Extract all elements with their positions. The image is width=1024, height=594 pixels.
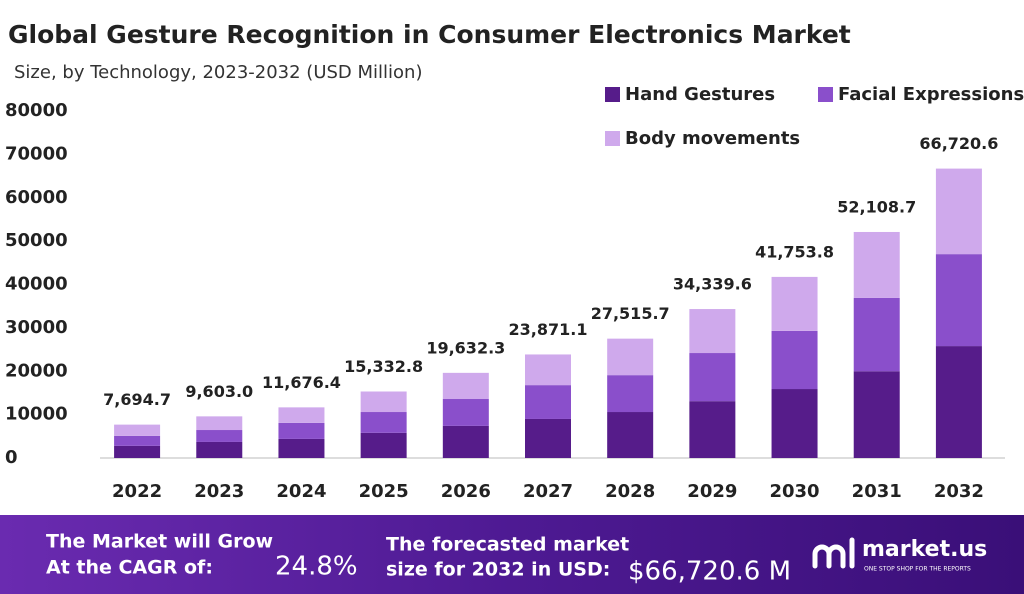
x-tick-label: 2022 [112,481,162,502]
bar-segment [442,399,489,426]
tagline: ONE STOP SHOP FOR THE REPORTS [864,566,971,573]
legend-label: Hand Gestures [625,84,775,105]
bar-segment [689,401,736,458]
bar-segment [525,418,571,458]
legend-swatch [605,87,620,102]
y-tick-label: 60000 [5,187,68,208]
bar-segment [853,231,900,298]
total-label: 52,108.7 [837,197,916,216]
bar-segment [278,407,325,423]
forecast-value: $66,720.6 M [628,557,791,587]
bar-segment [689,309,736,354]
cagr-value: 24.8% [275,552,358,582]
bar-segment [935,254,982,347]
x-tick-label: 2029 [687,481,737,502]
total-label: 66,720.6 [919,134,998,153]
y-tick-label: 70000 [5,143,68,164]
total-label: 41,753.8 [755,242,834,261]
total-label: 9,603.0 [185,382,253,401]
bar-segment [196,416,243,431]
legend-swatch [818,87,833,102]
bar-segment [114,435,161,446]
total-label: 19,632.3 [426,338,505,357]
y-tick-label: 0 [5,447,18,468]
bar-segment [360,412,407,433]
bar-segment [442,425,489,458]
cagr-text: At the CAGR of: [46,557,213,579]
bar-segment [525,385,571,419]
bar-segment [442,372,489,400]
bar-segment [196,430,243,442]
y-tick-label: 50000 [5,230,68,251]
forecast-text: size for 2032 in USD: [386,559,610,581]
x-tick-label: 2026 [441,481,491,502]
y-tick-label: 40000 [5,274,68,295]
x-tick-label: 2030 [769,481,819,502]
bar-segment [360,391,407,413]
bar-segment [771,330,818,390]
total-label: 23,871.1 [509,320,588,339]
bar-segment [935,346,982,458]
bar-segment [853,297,900,372]
bar-segment [771,389,818,458]
total-label: 11,676.4 [262,373,341,392]
brand: market.us [862,537,987,562]
bar-segment [935,168,982,255]
bar-segment [607,338,654,376]
y-tick-label: 10000 [5,404,68,425]
x-tick-label: 2024 [276,481,326,502]
total-label: 15,332.8 [344,357,423,376]
bar-segment [689,353,736,402]
bar-segment [114,445,161,458]
y-tick-label: 20000 [5,360,68,381]
forecast-text: The forecasted market [386,534,629,556]
bar-segment [360,432,407,458]
legend-label: Facial Expressions [838,84,1024,105]
bar-segment [607,375,654,413]
y-tick-label: 30000 [5,317,68,338]
x-tick-label: 2032 [934,481,984,502]
bar-segment [114,424,161,436]
bar-segment [853,371,900,458]
bar-segment [278,438,325,458]
bar-segment [607,412,654,458]
bar-segment [771,276,818,331]
legend-label: Body movements [625,128,800,149]
legend-swatch [605,131,620,146]
x-tick-label: 2031 [852,481,902,502]
x-tick-label: 2028 [605,481,655,502]
logo [812,537,855,569]
total-label: 27,515.7 [591,304,670,323]
x-tick-label: 2027 [523,481,573,502]
x-tick-label: 2023 [194,481,244,502]
bar-segment [525,354,571,386]
chart-subtitle: Size, by Technology, 2023-2032 (USD Mill… [14,62,422,83]
x-tick-label: 2025 [359,481,409,502]
chart-title: Global Gesture Recognition in Consumer E… [8,20,851,49]
cagr-text: The Market will Grow [46,531,273,553]
bar-segment [278,422,325,439]
total-label: 34,339.6 [673,275,752,294]
y-tick-label: 80000 [5,100,68,121]
total-label: 7,694.7 [103,390,171,409]
bar-segment [196,441,243,458]
